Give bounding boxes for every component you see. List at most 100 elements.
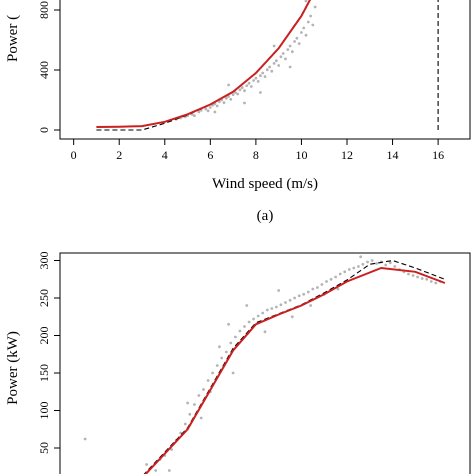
scatter-point: [229, 341, 233, 345]
y-tick-label: 150: [37, 364, 51, 382]
panel-a-fitted-curve: [96, 0, 312, 128]
scatter-point: [300, 31, 303, 34]
scatter-point: [279, 55, 283, 59]
scatter-point: [215, 364, 219, 367]
scatter-point: [263, 75, 267, 78]
scatter-point: [316, 286, 319, 289]
scatter-point: [243, 325, 246, 328]
scatter-point: [218, 345, 221, 349]
scatter-point: [167, 469, 171, 472]
scatter-point: [227, 322, 231, 326]
y-tick-label: 800: [37, 1, 51, 19]
scatter-point: [361, 262, 365, 266]
panel-b-scatter-points: [83, 255, 442, 472]
scatter-point: [227, 83, 231, 87]
scatter-point: [224, 96, 228, 100]
scatter-point: [245, 304, 249, 307]
scatter-point: [188, 412, 192, 416]
scatter-point: [320, 283, 324, 286]
scatter-point: [288, 65, 292, 69]
scatter-point: [243, 89, 246, 93]
scatter-point: [357, 265, 360, 268]
scatter-point: [83, 437, 87, 441]
scatter-point: [206, 109, 210, 113]
scatter-point: [256, 80, 260, 83]
scatter-point: [375, 262, 378, 265]
scatter-point: [334, 275, 337, 279]
scatter-point: [309, 14, 312, 18]
scatter-point: [193, 114, 196, 117]
scatter-point: [290, 315, 294, 319]
scatter-point: [243, 101, 246, 105]
scatter-point: [222, 101, 226, 105]
panel-b-reference-curve: [143, 259, 446, 474]
scatter-point: [425, 277, 429, 281]
scatter-point: [252, 317, 256, 321]
scatter-point: [199, 416, 203, 420]
scatter-point: [302, 26, 306, 30]
scatter-point: [270, 69, 274, 73]
scatter-point: [338, 272, 342, 276]
scatter-point: [302, 292, 306, 296]
scatter-point: [224, 350, 228, 354]
scatter-point: [272, 44, 276, 48]
scatter-point: [304, 33, 308, 37]
scatter-point: [220, 356, 224, 360]
scatter-point: [309, 304, 312, 307]
scatter-point: [254, 76, 258, 80]
y-tick-label: 0: [37, 127, 51, 133]
scatter-point: [284, 301, 287, 304]
scatter-point: [183, 422, 187, 426]
panel-a-x-axis-label: Wind speed (m/s): [212, 176, 318, 192]
scatter-point: [265, 68, 269, 72]
scatter-point: [272, 62, 276, 65]
scatter-point: [275, 305, 278, 309]
scatter-point: [193, 403, 196, 406]
scatter-point: [293, 296, 296, 300]
y-tick-label: 250: [37, 289, 51, 307]
x-tick-label: 6: [207, 148, 213, 162]
scatter-point: [297, 294, 301, 298]
scatter-point: [306, 20, 310, 24]
scatter-point: [256, 314, 260, 318]
scatter-point: [206, 379, 210, 382]
scatter-point: [252, 79, 256, 82]
scatter-point: [211, 371, 215, 375]
scatter-point: [204, 107, 208, 111]
scatter-point: [306, 290, 310, 294]
scatter-point: [197, 394, 201, 397]
panel-b-y-axis: 50 100 150 200 250 300: [37, 252, 60, 454]
scatter-point: [290, 50, 294, 54]
scatter-point: [343, 270, 347, 274]
scatter-point: [293, 40, 296, 43]
panel-a-y-axis-label: Power (: [5, 15, 21, 62]
scatter-point: [325, 280, 328, 283]
x-tick-label: 12: [341, 148, 353, 162]
scatter-point: [393, 265, 397, 268]
scatter-point: [270, 307, 274, 310]
scatter-point: [277, 64, 281, 67]
scatter-point: [336, 287, 340, 291]
scatter-point: [202, 388, 205, 391]
x-tick-label: 0: [71, 148, 77, 162]
scatter-point: [229, 97, 233, 101]
x-tick-label: 10: [295, 148, 307, 162]
scatter-point: [275, 59, 278, 63]
scatter-point: [236, 92, 240, 96]
scatter-point: [429, 280, 433, 283]
scatter-point: [288, 298, 292, 302]
scatter-point: [247, 81, 251, 85]
scatter-point: [247, 320, 251, 324]
scatter-point: [288, 44, 292, 48]
scatter-point: [218, 100, 221, 104]
scatter-point: [311, 287, 315, 291]
scatter-point: [261, 71, 265, 75]
panel-a-x-axis: 0 2 4 6 8 10 12 14 16: [71, 139, 444, 162]
scatter-point: [281, 52, 285, 55]
y-tick-label: 100: [37, 402, 51, 420]
scatter-point: [347, 268, 351, 271]
y-tick-label: 50: [37, 442, 51, 454]
scatter-point: [279, 303, 283, 307]
panel-b-y-axis-label: Power (kW): [5, 331, 21, 405]
scatter-point: [370, 259, 374, 262]
